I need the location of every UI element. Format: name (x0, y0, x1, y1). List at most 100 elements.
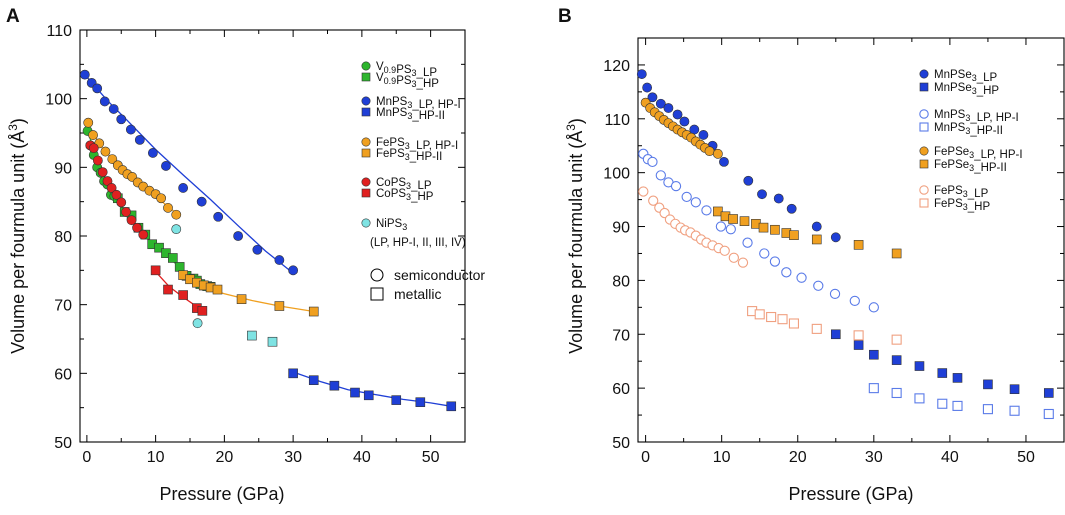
point-mnpse3-lp (642, 82, 653, 93)
y-tick-label: 100 (45, 92, 72, 109)
legend-a-entry: V0.9PS3_LP (361, 61, 437, 79)
legend-a-entry-label: V0.9PS3_LP (376, 61, 437, 79)
y-tick-label: 70 (54, 298, 72, 315)
legend-a-entry: MnPS3_LP, HP-I (361, 96, 461, 111)
legend-b-entry-label: MnPS3_HP-II (934, 122, 1003, 137)
legend-a-entry-marker (361, 218, 371, 228)
point-feps3-hp (891, 334, 902, 345)
y-tick-label: 60 (612, 381, 630, 398)
point-feps3-hp (766, 311, 777, 323)
point-mnps3-lp-hp-i (252, 244, 263, 255)
point-feps3-hp-ii (212, 284, 223, 295)
legend-a-entry-label: V0.9PS3_HP (376, 72, 439, 90)
legend-b-entry-label: FePS3_HP (934, 198, 990, 213)
x-tick-label: 40 (353, 449, 371, 466)
legend-a-entry-marker (361, 188, 371, 198)
panel-a-plot-frame (79, 29, 466, 443)
point-mnpse3-lp (636, 69, 647, 79)
point-cops3-lp (92, 155, 103, 166)
point-cops3-hp (178, 290, 188, 300)
point-cops3-hp (150, 265, 161, 276)
legend-b-entry: FePSe3_HP-II (919, 159, 1007, 174)
panel-a-ticks: 0 10 20 30 40 50 50 60 70 80 90 100 110 (45, 23, 465, 466)
point-feps3-hp (788, 318, 799, 329)
panel-a-x-axis-label: Pressure (GPa) (159, 484, 284, 504)
legend-b-entry-marker (919, 159, 929, 169)
legend-a-entry-label: NiPS3 (376, 218, 407, 232)
panel-b-points (636, 69, 1054, 420)
point-mnps3-hp-ii (415, 397, 426, 407)
point-mnpse3-lp (719, 156, 729, 167)
legend-b-entry-marker (919, 109, 929, 119)
fit-curve (84, 74, 294, 274)
point-mnpse3-lp (672, 109, 683, 120)
point-cops3-lp (138, 229, 149, 240)
point-cops3-lp (126, 215, 137, 226)
point-fepse3-lp-hp-i (712, 148, 723, 159)
point-mnps3-hp-ii (1043, 408, 1054, 420)
point-mnpse3-lp (743, 175, 754, 186)
point-mnps3-lp-hp-i (781, 267, 792, 278)
point-mnpse3-hp (983, 379, 993, 390)
legend-a-entry-marker (361, 61, 371, 71)
point-feps3-hp (777, 314, 788, 325)
legend-a-entry: V0.9PS3_HP (361, 72, 439, 90)
point-feps3-hp-ii (236, 294, 247, 304)
point-cops3-lp (88, 143, 99, 154)
x-tick-label: 30 (284, 449, 302, 466)
x-tick-label: 10 (147, 449, 165, 466)
point-mnpse3-lp (655, 98, 666, 109)
x-tick-label: 20 (789, 449, 807, 466)
legend-a-entry: CoPS3_HP (361, 188, 434, 203)
point-feps3-hp-ii (274, 301, 285, 311)
point-mnpse3-hp (952, 373, 963, 383)
point-cops3-lp (97, 167, 108, 178)
point-feps3-lp (648, 195, 659, 206)
point-feps3-hp-ii (308, 306, 319, 317)
point-feps3-lp (638, 186, 649, 197)
point-mnps3-lp-hp-i (196, 196, 207, 207)
legend-a-entry-marker (361, 177, 371, 187)
x-tick-label: 50 (1017, 449, 1035, 466)
legend-a-entry-label: CoPS3_LP (376, 177, 432, 192)
point-cops3-lp (106, 183, 117, 193)
legend-a-entry: FePS3_HP-II (361, 148, 442, 163)
y-tick-label: 50 (54, 435, 72, 452)
y-tick-label: 70 (612, 327, 630, 344)
point-fepse3-hp-ii (728, 214, 738, 224)
legend-b-entry-marker (919, 198, 929, 208)
panel-b: B 0 10 20 30 40 50 50 60 70 80 90 100 110 120 Pressur… (558, 6, 1065, 504)
point-mnpse3-lp (663, 103, 674, 113)
point-feps3-hp (853, 330, 864, 341)
legend-a-entry-label: FePS3_HP-II (376, 148, 442, 163)
legend-a-entry-marker (361, 96, 371, 106)
point-mnps3-lp-hp-i (715, 221, 727, 232)
panel-b-label: B (558, 6, 572, 27)
point-mnps3-hp-ii (363, 390, 374, 401)
legend-b-entry: MnPSe3_LP (919, 69, 998, 84)
panel-a-y-axis-label: Volume per fourmula unit (Å3) (6, 118, 28, 354)
legend-a-nips3-note: (LP, HP-I, II, III, IV) (370, 237, 466, 249)
panel-a-label: A (6, 6, 20, 27)
point-nips3-metallic (267, 336, 278, 347)
point-fepse3-hp-ii (713, 206, 723, 217)
point-mnps3-hp-ii (937, 398, 948, 409)
point-mnps3-lp-hp-i (813, 280, 824, 291)
point-feps3-lp-hp-i (171, 209, 182, 220)
y-tick-label: 80 (612, 273, 630, 290)
legend-b-entry-label: FePS3_LP (934, 185, 989, 200)
legend-b-entry: FePSe3_LP, HP-I (919, 146, 1023, 161)
legend-a-entry: FePS3_LP, HP-I (361, 137, 458, 152)
legend-a-metallic-marker (370, 287, 384, 301)
point-feps3-lp (737, 257, 749, 268)
point-feps3-hp (811, 323, 822, 334)
legend-a-metallic-label: metallic (394, 286, 441, 302)
point-mnps3-lp-hp-i (759, 248, 770, 259)
legend-b-entry-label: FePSe3_HP-II (934, 159, 1007, 174)
legend-a-entry-label: FePS3_LP, HP-I (376, 137, 458, 152)
legend-a-entry: MnPS3_HP-II (361, 107, 445, 122)
y-tick-label: 60 (54, 366, 72, 383)
legend-b-entry-marker (919, 82, 929, 92)
point-mnps3-lp-hp-i (742, 237, 753, 248)
legend-b-entry: MnPSe3_HP (919, 82, 999, 97)
